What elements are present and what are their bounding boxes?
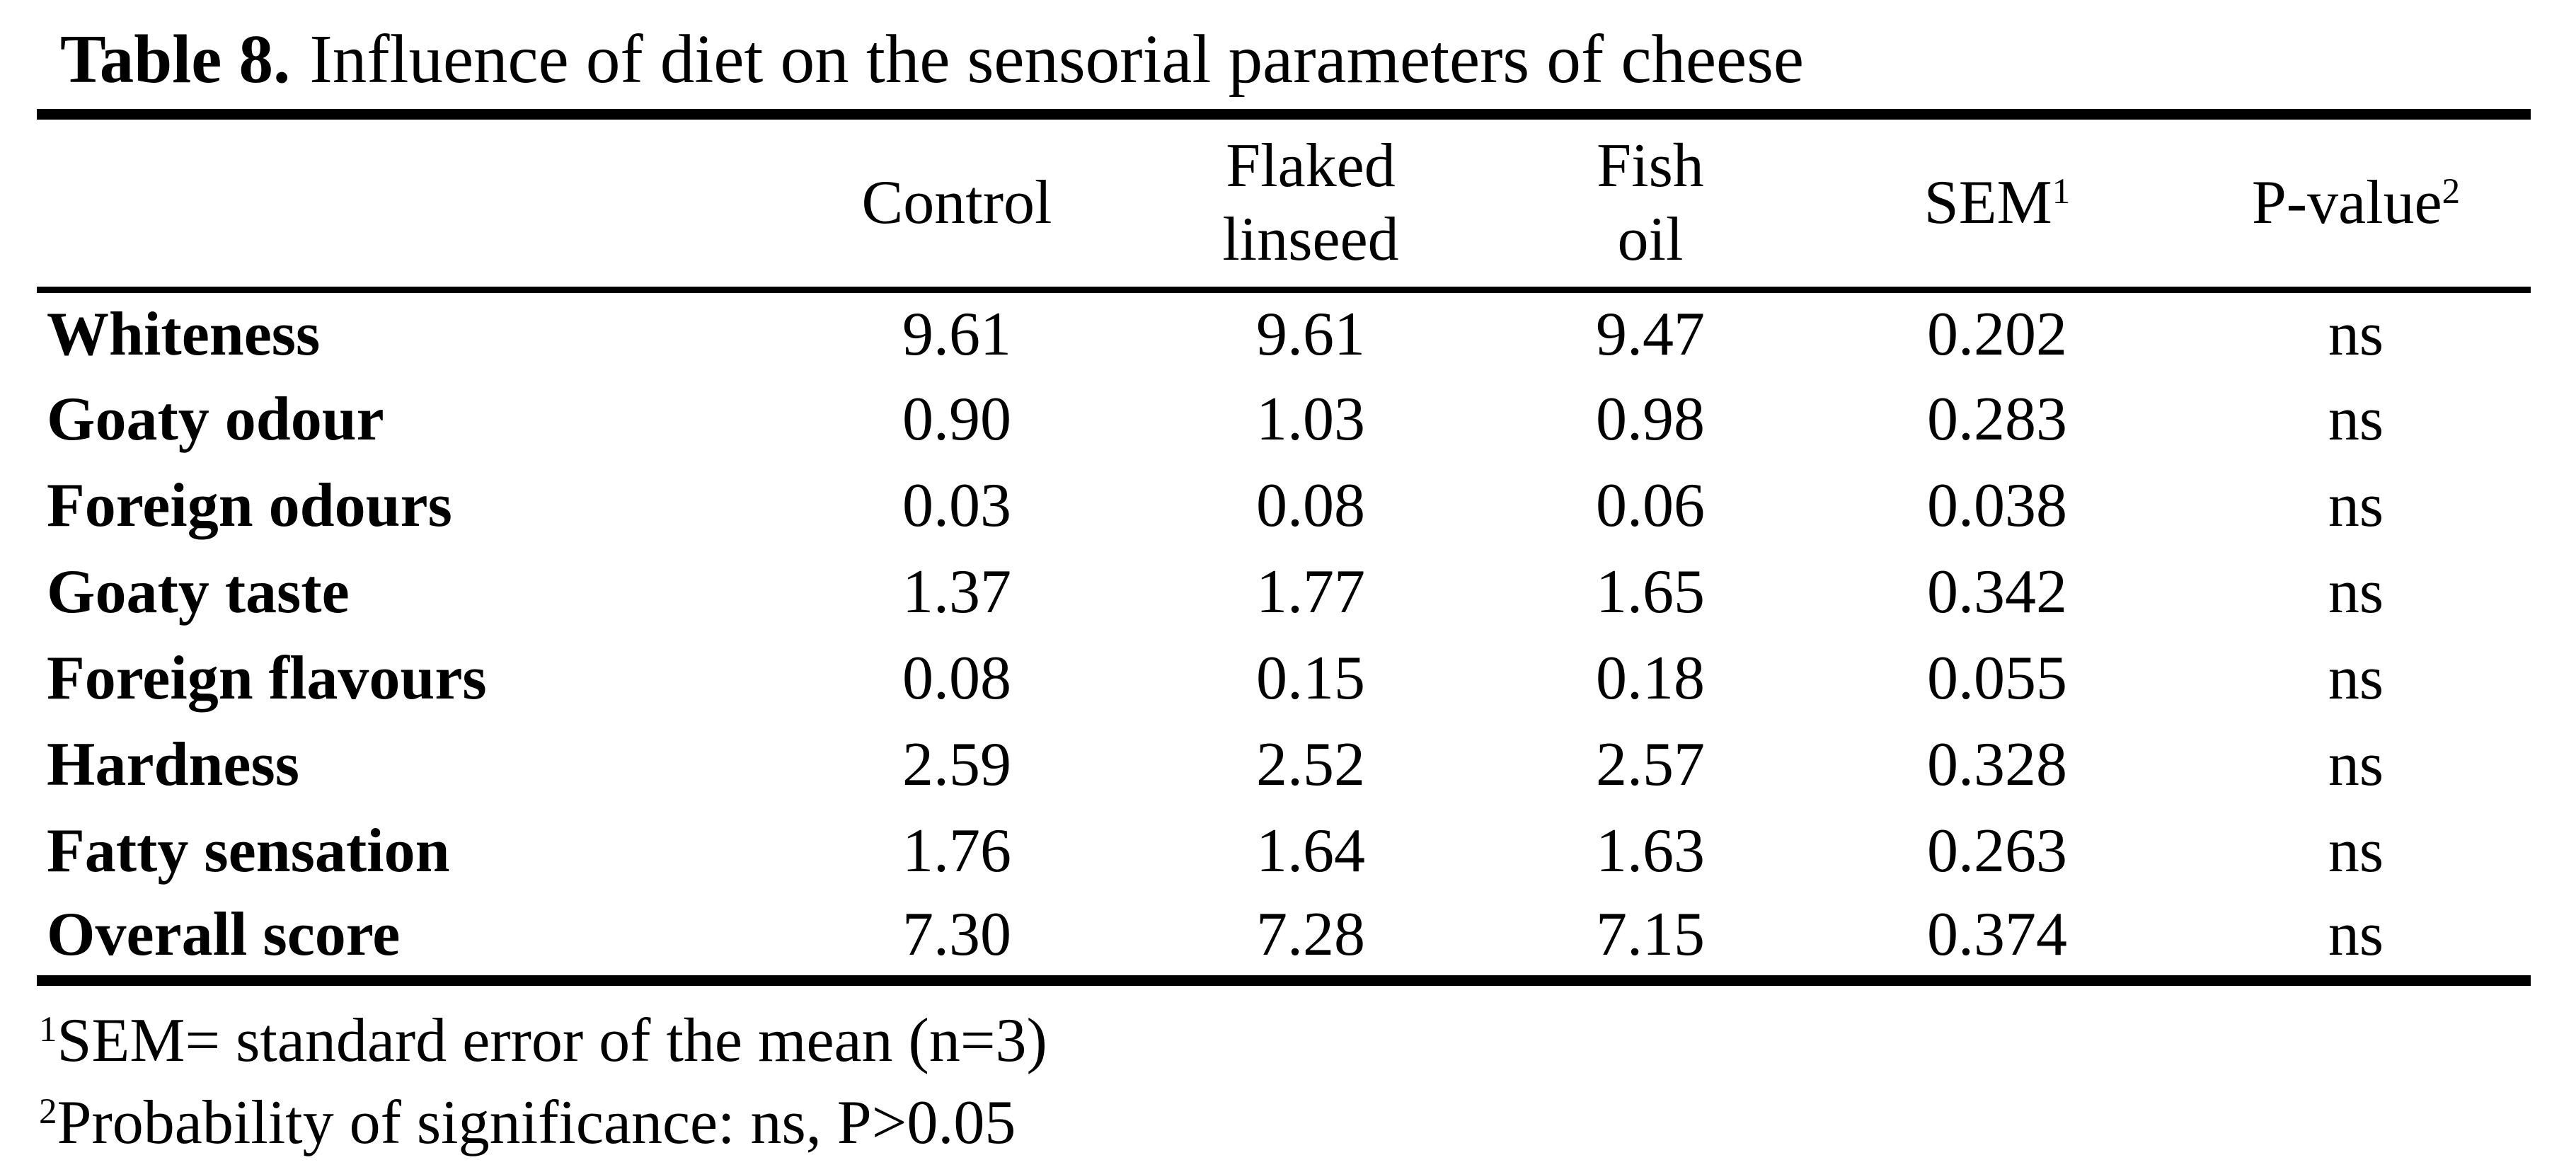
row-label: Goaty taste — [47, 557, 350, 626]
cell-flaked-linseed: 1.77 — [1256, 557, 1365, 626]
cell-fish-oil: 0.06 — [1596, 471, 1705, 540]
cell-p-value: ns — [2328, 643, 2384, 713]
row-label: Foreign flavours — [47, 643, 487, 713]
cell-control: 0.03 — [902, 471, 1011, 540]
table-row: Goaty taste 1.37 1.77 1.65 0.342 ns — [37, 548, 2531, 635]
cell-sem: 0.374 — [1927, 900, 2067, 969]
sensorial-parameters-table: Control Flaked linseed Fish oil SEM1 P-v… — [37, 108, 2531, 986]
cell-flaked-linseed: 7.28 — [1256, 900, 1365, 969]
footnote-sem: 1SEM= standard error of the mean (n=3) — [39, 1000, 2576, 1082]
table-row: Overall score 7.30 7.28 7.15 0.374 ns — [37, 894, 2531, 980]
table-row: Foreign flavours 0.08 0.15 0.18 0.055 ns — [37, 635, 2531, 721]
table-row: Hardness 2.59 2.52 2.57 0.328 ns — [37, 721, 2531, 808]
table-caption-number: Table 8. — [60, 21, 291, 97]
header-p-value: P-value2 — [2181, 114, 2531, 293]
cell-sem: 0.055 — [1927, 643, 2067, 713]
footnote-sem-text: SEM= standard error of the mean (n=3) — [57, 1006, 1047, 1075]
table-row: Fatty sensation 1.76 1.64 1.63 0.263 ns — [37, 808, 2531, 894]
cell-control: 7.30 — [902, 900, 1011, 969]
table-caption-text: Influence of diet on the sensorial param… — [309, 21, 1804, 97]
cell-p-value: ns — [2328, 816, 2384, 885]
header-sem: SEM1 — [1813, 114, 2181, 293]
row-label: Overall score — [47, 900, 401, 969]
header-row: Control Flaked linseed Fish oil SEM1 P-v… — [37, 114, 2531, 293]
cell-p-value: ns — [2328, 900, 2384, 969]
cell-flaked-linseed: 1.64 — [1256, 816, 1365, 885]
cell-fish-oil: 0.98 — [1596, 384, 1705, 454]
cell-control: 2.59 — [902, 730, 1011, 799]
footnote-significance-superscript: 2 — [39, 1091, 57, 1132]
table-caption: Table 8. Influence of diet on the sensori… — [0, 0, 2576, 99]
sem-superscript: 1 — [2052, 171, 2071, 212]
table-row: Foreign odours 0.03 0.08 0.06 0.038 ns — [37, 462, 2531, 548]
footnote-significance-text: Probability of significance: ns, P>0.05 — [57, 1088, 1016, 1157]
cell-p-value: ns — [2328, 471, 2384, 540]
cell-sem: 0.038 — [1927, 471, 2067, 540]
footnotes: 1SEM= standard error of the mean (n=3) 2… — [39, 1000, 2576, 1164]
cell-p-value: ns — [2328, 384, 2384, 454]
table-row: Whiteness 9.61 9.61 9.47 0.202 ns — [37, 289, 2531, 376]
row-label: Foreign odours — [47, 471, 452, 540]
cell-sem: 0.283 — [1927, 384, 2067, 454]
cell-control: 0.90 — [902, 384, 1011, 454]
cell-sem: 0.342 — [1927, 557, 2067, 626]
cell-p-value: ns — [2328, 557, 2384, 626]
cell-fish-oil: 1.63 — [1596, 816, 1705, 885]
header-fish-oil: Fish oil — [1488, 114, 1813, 293]
footnote-significance: 2Probability of significance: ns, P>0.05 — [39, 1082, 2576, 1164]
header-parameter — [37, 114, 780, 293]
cell-fish-oil: 2.57 — [1596, 730, 1705, 799]
cell-sem: 0.328 — [1927, 730, 2067, 799]
cell-sem: 0.263 — [1927, 816, 2067, 885]
cell-control: 0.08 — [902, 643, 1011, 713]
cell-p-value: ns — [2328, 730, 2384, 799]
cell-control: 1.37 — [902, 557, 1011, 626]
row-label: Whiteness — [47, 299, 321, 369]
cell-p-value: ns — [2328, 299, 2384, 369]
header-control: Control — [780, 114, 1134, 293]
row-label: Fatty sensation — [47, 816, 450, 885]
cell-fish-oil: 0.18 — [1596, 643, 1705, 713]
cell-flaked-linseed: 0.08 — [1256, 471, 1365, 540]
cell-flaked-linseed: 0.15 — [1256, 643, 1365, 713]
cell-fish-oil: 9.47 — [1596, 299, 1705, 369]
cell-fish-oil: 1.65 — [1596, 557, 1705, 626]
cell-sem: 0.202 — [1927, 299, 2067, 369]
cell-fish-oil: 7.15 — [1596, 900, 1705, 969]
row-label: Goaty odour — [47, 384, 384, 454]
cell-flaked-linseed: 2.52 — [1256, 730, 1365, 799]
table-row: Goaty odour 0.90 1.03 0.98 0.283 ns — [37, 376, 2531, 462]
cell-control: 1.76 — [902, 816, 1011, 885]
cell-control: 9.61 — [902, 299, 1011, 369]
header-flaked-linseed: Flaked linseed — [1134, 114, 1488, 293]
footnote-sem-superscript: 1 — [39, 1009, 57, 1050]
p-value-superscript: 2 — [2442, 171, 2461, 212]
row-label: Hardness — [47, 730, 299, 799]
cell-flaked-linseed: 1.03 — [1256, 384, 1365, 454]
cell-flaked-linseed: 9.61 — [1256, 299, 1365, 369]
